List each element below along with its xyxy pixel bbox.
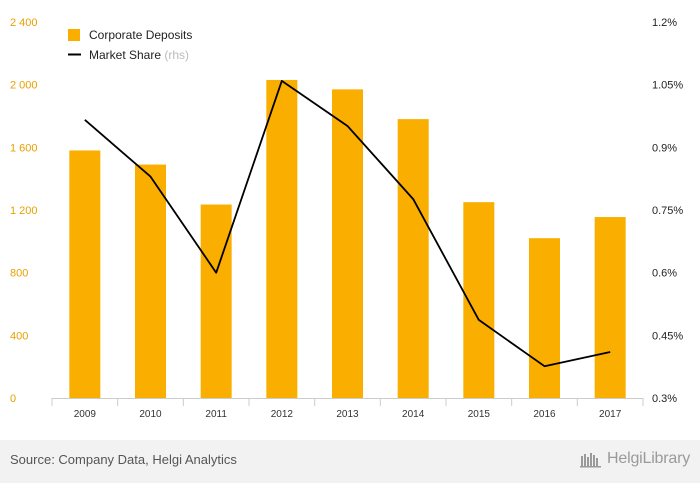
line-series-market-share (84, 80, 611, 368)
x-tick-label: 2014 (402, 409, 425, 420)
footer: Source: Company Data, Helgi Analytics He… (0, 440, 700, 483)
x-tick-label: 2017 (599, 409, 622, 420)
y-left-tick-label: 1 600 (10, 142, 38, 154)
y-right-tick-label: 0.9% (652, 142, 677, 154)
legend-label: Market Share (rhs) (89, 48, 189, 62)
x-tick-label: 2011 (205, 409, 227, 420)
x-tick-label: 2016 (533, 409, 556, 420)
y-left-tick-label: 2 000 (10, 80, 38, 92)
brand-name: HelgiLibrary (607, 450, 690, 467)
x-tick-label: 2009 (74, 409, 97, 420)
bar (266, 79, 298, 398)
y-right-tick-label: 1.05% (652, 80, 683, 92)
brand[interactable]: HelgiLibrary (580, 450, 690, 468)
y-right-tick-label: 1.2% (652, 17, 677, 29)
bar (200, 204, 232, 398)
legend-swatch-bar (68, 29, 80, 41)
bar (594, 217, 626, 398)
bar (332, 89, 363, 398)
y-left-tick-label: 0 (10, 393, 16, 405)
x-tick-label: 2015 (468, 409, 491, 420)
bar (69, 150, 101, 398)
library-logo-icon (580, 453, 602, 468)
bar (397, 119, 429, 398)
legend-label-suffix: (rhs) (164, 48, 189, 62)
chart: 0 400 800 1 200 1 600 2 000 2 400 0.3% 0.45% 0.6%… (10, 17, 683, 420)
y-right-tick-label: 0.45% (652, 330, 683, 342)
y-left-tick-label: 2 400 (10, 17, 38, 29)
y-right-tick-label: 0.75% (652, 205, 683, 217)
legend-label: Corporate Deposits (89, 28, 192, 42)
y-right-tick-label: 0.3% (652, 393, 677, 405)
y-right-tick-label: 0.6% (652, 268, 677, 280)
chart-svg: 0 400 800 1 200 1 600 2 000 2 400 0.3% 0.45% 0.6%… (10, 17, 683, 420)
x-tick-label: 2010 (139, 409, 162, 420)
x-tick-label: 2013 (336, 409, 359, 420)
y-left-tick-label: 1 200 (10, 205, 38, 217)
source-note: Source: Company Data, Helgi Analytics (10, 452, 237, 467)
x-tick-label: 2012 (271, 409, 294, 420)
y-left-tick-label: 400 (10, 330, 28, 342)
bar (135, 164, 166, 398)
bar (529, 238, 560, 398)
y-left-tick-label: 800 (10, 268, 28, 280)
